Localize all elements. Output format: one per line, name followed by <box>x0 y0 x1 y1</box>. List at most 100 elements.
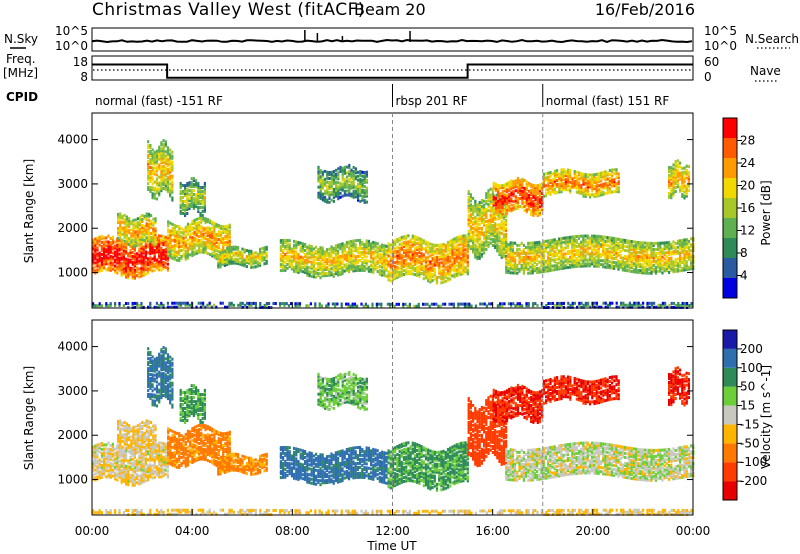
power-echo-cell <box>154 227 157 231</box>
power-echo-cell <box>453 245 456 249</box>
power-echo-cell <box>136 260 139 264</box>
power-echo-cell <box>427 279 430 283</box>
power-echo-cell <box>171 238 174 242</box>
power-echo-cell <box>453 261 456 265</box>
power-echo-cell <box>541 196 544 200</box>
power-echo-cell <box>171 222 174 226</box>
power-echo-cell <box>518 255 521 259</box>
power-echo-cell <box>152 235 155 239</box>
power-echo-cell <box>588 240 591 244</box>
power-echo-cell <box>359 174 362 177</box>
power-echo-cell <box>184 251 187 255</box>
power-echo-cell <box>538 195 542 199</box>
power-echo-cell <box>566 240 569 244</box>
power-echo-cell <box>615 168 618 172</box>
power-echo-cell <box>158 187 161 191</box>
power-echo-cell <box>643 247 646 251</box>
power-echo-cell <box>435 281 439 285</box>
power-echo-cell <box>131 262 134 266</box>
power-echo-cell <box>652 263 655 267</box>
power-echo-cell <box>564 180 567 184</box>
power-echo-cell <box>624 262 627 266</box>
power-echo-cell <box>180 241 183 245</box>
power-echo-cell <box>208 247 212 251</box>
power-echo-cell <box>166 170 170 174</box>
power-echo-cell <box>553 246 556 250</box>
power-echo-cell <box>516 200 520 204</box>
power-echo-cell <box>610 260 613 264</box>
power-echo-cell <box>357 196 360 200</box>
power-echo-cell <box>387 248 390 252</box>
power-echo-cell <box>467 198 470 201</box>
power-echo-cell <box>142 273 145 277</box>
power-echo-cell <box>413 257 417 261</box>
power-echo-cell <box>341 256 344 260</box>
power-echo-cell <box>409 246 412 250</box>
power-echo-cell <box>332 246 335 250</box>
power-echo-cell <box>409 270 412 274</box>
power-echo-cell <box>602 239 605 243</box>
power-echo-cell <box>409 266 412 270</box>
power-echo-cell <box>293 259 296 263</box>
power-echo-cell <box>367 259 370 263</box>
power-echo-cell <box>413 269 417 273</box>
power-echo-cell <box>476 249 479 253</box>
power-echo-cell <box>595 194 598 198</box>
power-echo-cell <box>180 245 183 248</box>
power-echo-cell <box>521 199 524 203</box>
power-echo-cell <box>153 186 156 190</box>
power-echo-cell <box>109 243 112 246</box>
power-echo-cell <box>215 225 218 229</box>
power-echo-cell <box>162 165 165 168</box>
power-echo-cell <box>167 234 170 238</box>
power-echo-cell <box>492 207 495 211</box>
power-echo-cell <box>352 181 355 185</box>
power-echo-cell <box>202 226 205 230</box>
power-echo-cell <box>293 257 296 261</box>
power-echo-cell <box>503 183 506 187</box>
power-echo-cell <box>643 257 646 261</box>
power-echo-cell <box>551 258 554 262</box>
power-echo-cell <box>483 199 486 203</box>
power-echo-cell <box>144 254 147 258</box>
power-echo-cell <box>558 267 561 271</box>
power-echo-cell <box>626 257 629 261</box>
power-echo-cell <box>566 236 569 240</box>
power-echo-cell <box>530 183 533 187</box>
power-echo-cell <box>139 241 142 245</box>
power-echo-cell <box>350 241 353 245</box>
power-echo-cell <box>424 262 428 266</box>
power-echo-cell <box>511 249 514 253</box>
power-echo-cell <box>192 177 195 181</box>
power-echo-cell <box>147 228 150 232</box>
power-echo-cell <box>502 239 505 243</box>
power-echo-cell <box>529 241 532 245</box>
power-echo-cell <box>241 257 244 261</box>
power-echo-cell <box>460 238 463 242</box>
power-echo-cell <box>182 248 185 252</box>
power-echo-cell <box>363 249 366 253</box>
power-echo-cell <box>184 194 187 197</box>
power-echo-cell <box>319 185 322 189</box>
power-echo-cell <box>476 241 479 245</box>
power-echo-cell <box>326 184 329 188</box>
power-echo-cell <box>321 198 324 202</box>
power-echo-cell <box>140 260 143 264</box>
power-echo-cell <box>149 242 152 246</box>
power-echo-cell <box>487 209 490 213</box>
power-echo-cell <box>519 189 522 192</box>
power-echo-cell <box>613 190 616 194</box>
power-echo-cell <box>610 266 613 270</box>
power-echo-cell <box>544 269 547 273</box>
power-echo-cell <box>162 169 165 172</box>
power-echo-cell <box>158 266 161 270</box>
power-echo-cell <box>348 171 351 175</box>
power-echo-cell <box>121 228 124 232</box>
power-echo-cell <box>136 223 139 227</box>
power-echo-cell <box>306 267 309 271</box>
power-echo-cell <box>286 249 289 252</box>
power-echo-cell <box>204 227 207 231</box>
power-echo-cell <box>606 181 609 185</box>
power-echo-cell <box>339 167 342 171</box>
power-echo-cell <box>480 240 483 244</box>
